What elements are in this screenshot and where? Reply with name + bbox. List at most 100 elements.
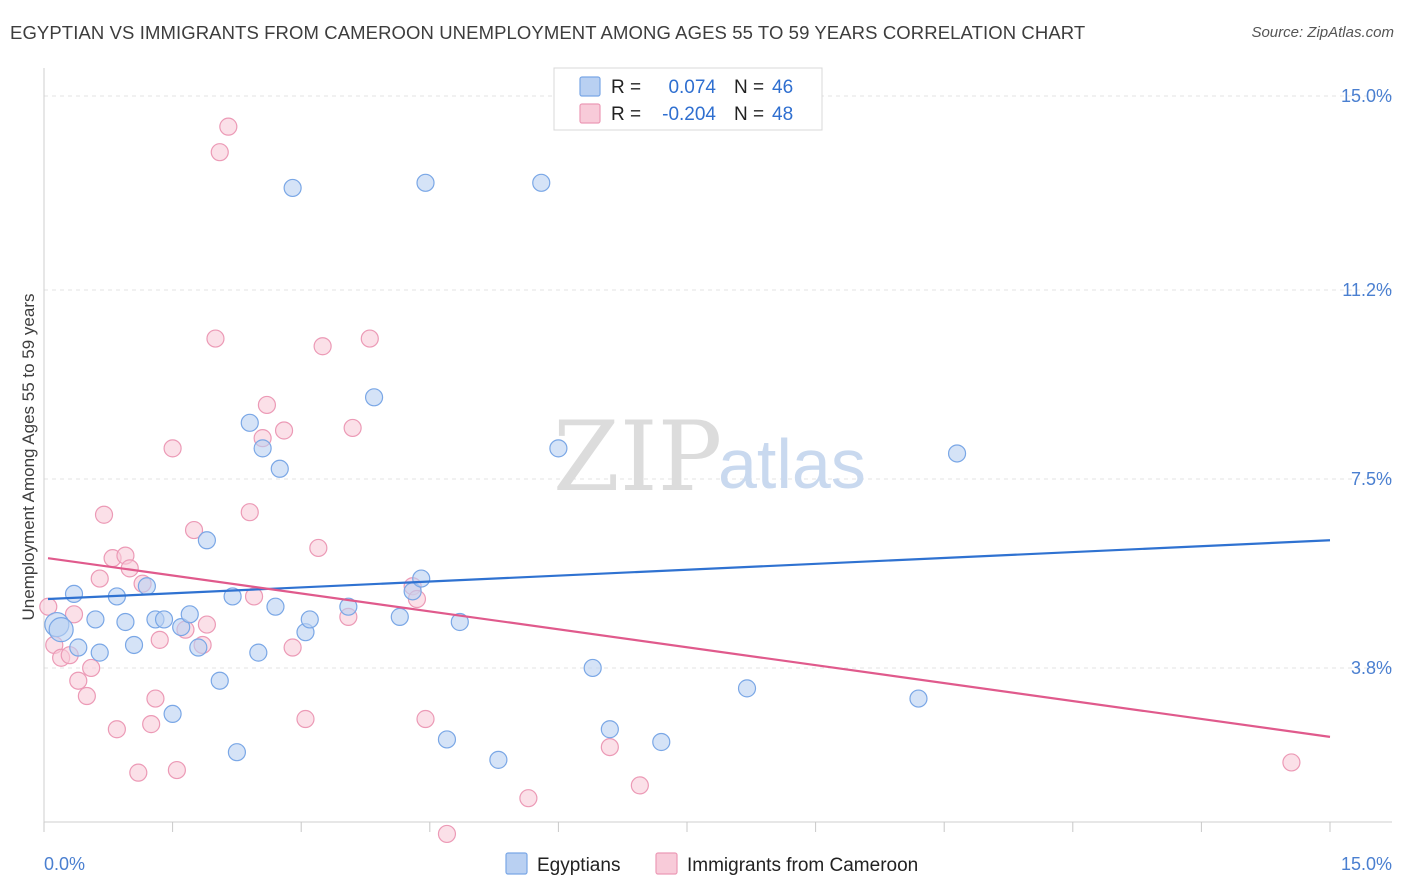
series-egyptians [44, 173, 967, 769]
egyptians-point [210, 671, 229, 690]
legend-r-value-cameroon: -0.204 [662, 104, 716, 125]
cameroon-point [107, 720, 126, 739]
egyptians-point [223, 587, 242, 606]
trend-lines [47, 539, 1331, 738]
cameroon-point [313, 337, 332, 356]
egyptians-point [450, 612, 469, 632]
legend-r-label-cameroon: R = [611, 104, 641, 125]
watermark-zip: ZIP [553, 401, 722, 513]
legend-n-value-cameroon: 48 [772, 104, 793, 125]
cameroon-point [142, 715, 161, 734]
cameroon-point [630, 776, 649, 795]
cameroon-point [77, 686, 96, 706]
gridlines [44, 95, 1392, 669]
egyptians-point [64, 584, 84, 604]
egyptians-point [86, 610, 105, 629]
legend-n-value-egyptians: 46 [772, 77, 793, 98]
cameroon-point [82, 658, 101, 678]
source-label: Source: ZipAtlas.com [1251, 24, 1394, 41]
egyptians-point [390, 607, 409, 626]
cameroon-point [416, 709, 435, 729]
cameroon-point [206, 329, 225, 348]
y-tick-label: 11.2% [1342, 280, 1392, 300]
cameroon-point [64, 605, 84, 624]
egyptians-point [364, 388, 384, 407]
cameroon-point [1282, 753, 1301, 772]
egyptians-point [339, 597, 358, 616]
egyptians-point [240, 413, 259, 432]
egyptians-point [300, 610, 319, 629]
cameroon-point [257, 395, 277, 415]
egyptians-point [532, 173, 551, 192]
cameroon-point [240, 503, 259, 522]
legend-n-label-cameroon: N = [734, 104, 764, 125]
x-tick-label-max: 15.0% [1341, 854, 1392, 874]
bottom-legend-swatch-cameroon [655, 852, 678, 875]
egyptians-point [283, 178, 302, 198]
x-tick-label-min: 0.0% [44, 854, 85, 874]
cameroon-point [343, 418, 362, 438]
cameroon-point [519, 789, 538, 808]
egyptians-point [163, 704, 182, 724]
cameroon-point [146, 689, 165, 708]
egyptians-point [549, 439, 568, 458]
egyptians-point [266, 597, 285, 616]
cameroon-point [437, 824, 457, 844]
egyptians-point [137, 577, 156, 596]
legend-n-label-egyptians: N = [734, 77, 764, 98]
egyptians-point [154, 610, 174, 629]
egyptians-point [172, 617, 191, 637]
egyptians-point [947, 444, 967, 463]
egyptians-point [180, 605, 199, 624]
egyptians-point [412, 569, 431, 588]
cameroon-trend-line [47, 557, 1331, 738]
egyptians-point [227, 743, 246, 762]
egyptians-point [909, 689, 928, 708]
bottom-legend-label-egyptians: Egyptians [537, 855, 620, 876]
cameroon-point [150, 630, 169, 649]
egyptians-point [583, 658, 602, 678]
cameroon-point [69, 671, 88, 690]
x-axis-ticks [43, 822, 1331, 832]
cameroon-point [360, 329, 379, 348]
cameroon-point [210, 143, 229, 162]
cameroon-point [90, 569, 109, 588]
egyptians-point [249, 643, 268, 662]
legend-r-value-egyptians: 0.074 [668, 77, 716, 98]
cameroon-point [94, 505, 114, 524]
egyptians-point [69, 638, 88, 657]
cameroon-point [274, 421, 294, 440]
y-axis-title: Unemployment Among Ages 55 to 59 years [19, 294, 38, 621]
egyptians-point [197, 531, 216, 550]
y-tick-label: 15.0% [1341, 86, 1392, 106]
cameroon-point [197, 615, 216, 634]
cameroon-point [296, 709, 315, 729]
correlation-legend: R = 0.074 N = 46 R = -0.204 N = 48 [553, 67, 823, 131]
cameroon-point [184, 520, 204, 540]
egyptians-point [189, 638, 208, 657]
bottom-legend-swatch-egyptians [505, 852, 528, 875]
egyptians-point [489, 750, 508, 769]
egyptians-point [737, 679, 757, 698]
egyptians-point [90, 643, 109, 662]
cameroon-point [309, 538, 328, 558]
cameroon-point [600, 737, 619, 757]
cameroon-point [167, 760, 186, 780]
legend-swatch-egyptians [579, 76, 601, 97]
cameroon-point [163, 439, 182, 458]
egyptians-trend-line [47, 539, 1331, 601]
series-legend: Egyptians Immigrants from Cameroon [505, 852, 918, 876]
cameroon-point [283, 638, 302, 657]
egyptians-point [652, 732, 671, 752]
legend-swatch-cameroon [579, 103, 601, 124]
watermark-atlas: atlas [718, 425, 866, 503]
egyptians-point [253, 439, 272, 458]
y-tick-label: 3.8% [1351, 658, 1392, 678]
y-tick-label: 7.5% [1351, 469, 1392, 489]
egyptians-point [48, 617, 74, 643]
egyptians-point [416, 173, 435, 192]
cameroon-point [129, 763, 148, 782]
bottom-legend-label-cameroon: Immigrants from Cameroon [687, 855, 918, 876]
egyptians-point [600, 720, 619, 739]
